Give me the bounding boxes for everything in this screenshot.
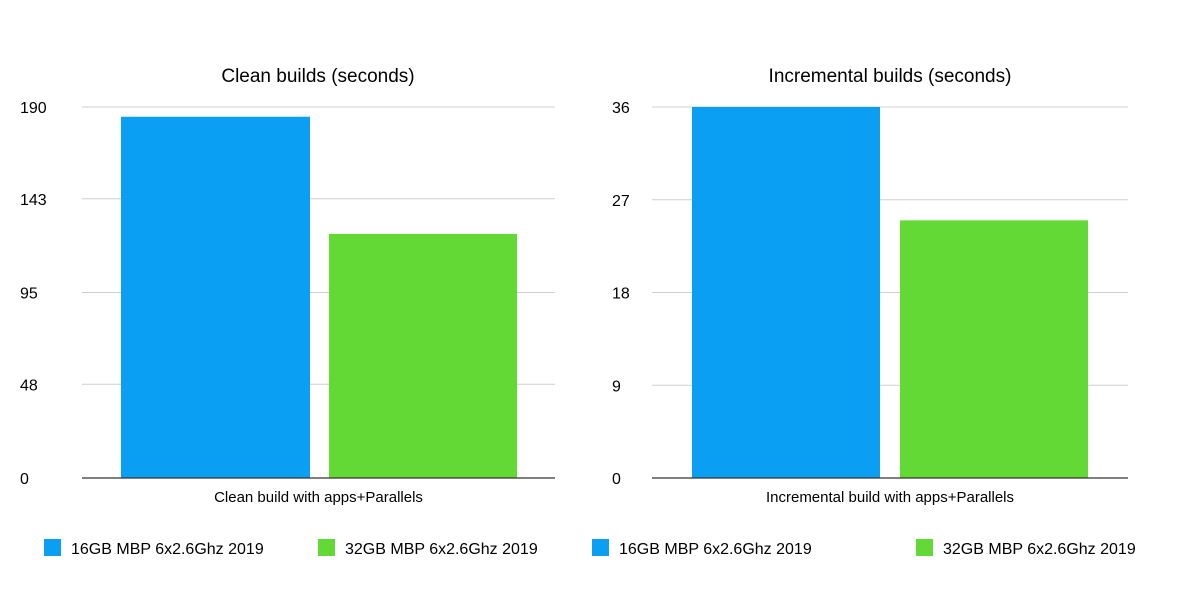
legend-label: 32GB MBP 6x2.6Ghz 2019	[345, 541, 538, 558]
legend-label: 16GB MBP 6x2.6Ghz 2019	[619, 541, 812, 558]
bar-32gb	[900, 220, 1088, 478]
y-tick-label: 48	[20, 377, 38, 394]
y-tick-label: 18	[612, 286, 630, 303]
legend-label: 32GB MBP 6x2.6Ghz 2019	[943, 541, 1136, 558]
legend-label: 16GB MBP 6x2.6Ghz 2019	[71, 541, 264, 558]
y-tick-label: 36	[612, 100, 630, 117]
category-label: Incremental build with apps+Parallels	[766, 489, 1014, 506]
bar-16gb	[121, 116, 310, 479]
y-tick-label: 95	[20, 286, 38, 303]
chart-title: Clean builds (seconds)	[221, 66, 414, 87]
y-tick-label: 0	[20, 471, 29, 488]
y-tick-label: 9	[612, 378, 621, 395]
bar-16gb	[692, 107, 880, 478]
legend-swatch	[318, 539, 335, 556]
legend-swatch	[44, 539, 61, 556]
y-tick-label: 190	[20, 100, 47, 117]
y-tick-label: 27	[612, 193, 630, 210]
chart-title: Incremental builds (seconds)	[769, 66, 1012, 87]
category-label: Clean build with apps+Parallels	[214, 489, 423, 506]
y-tick-label: 0	[612, 471, 621, 488]
y-tick-label: 143	[20, 192, 47, 209]
bar-32gb	[329, 233, 517, 478]
legend-swatch	[592, 539, 609, 556]
legend-swatch	[916, 539, 933, 556]
